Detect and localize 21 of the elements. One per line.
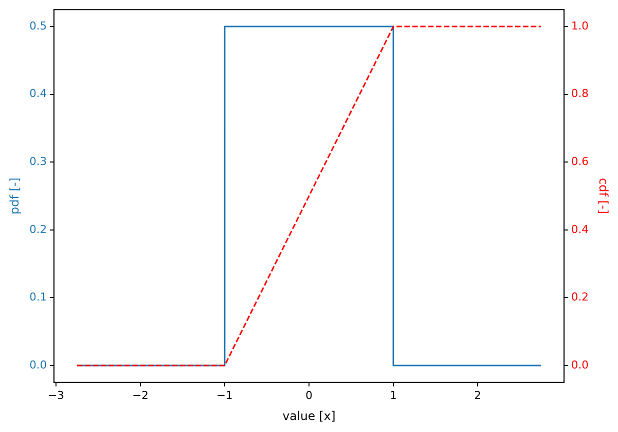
y2-axis-title: cdf [-] — [596, 178, 611, 214]
y2-tick-label: 0.4 — [571, 222, 589, 236]
x-axis-title: value [x] — [282, 408, 336, 423]
y-tick-label: 0.4 — [29, 87, 47, 100]
y2-tick-label: 0.2 — [571, 290, 589, 304]
y-axis-title: pdf [-] — [7, 178, 22, 214]
y-tick-label: 0.3 — [29, 154, 47, 168]
y2-tick-label: 0.0 — [571, 358, 589, 372]
x-tick-label: −3 — [48, 388, 64, 402]
x-tick-label: −2 — [132, 388, 148, 402]
x-tick-label: 1 — [390, 388, 397, 402]
y2-tick-label: 1.0 — [571, 19, 589, 32]
y-tick-label: 0.0 — [29, 358, 47, 372]
y-tick-label: 0.5 — [29, 19, 47, 32]
x-tick-label: −1 — [216, 388, 233, 402]
y-tick-label: 0.2 — [29, 222, 47, 236]
y2-tick-label: 0.8 — [571, 87, 589, 100]
y2-tick-label: 0.6 — [571, 154, 589, 168]
x-tick-label: 2 — [474, 388, 482, 402]
x-tick-label: 0 — [306, 388, 312, 402]
y-tick-label: 0.1 — [29, 290, 47, 304]
